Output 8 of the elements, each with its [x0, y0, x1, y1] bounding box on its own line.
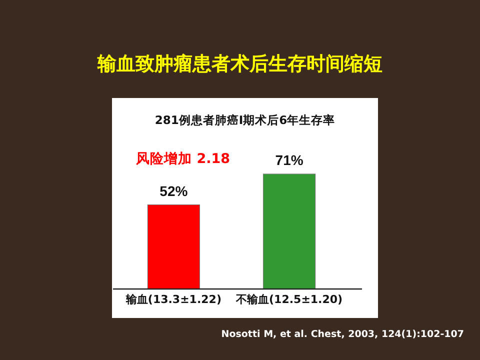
text: Nosotti M, et al. Chest, 2003, 124(1):102-107 [221, 329, 464, 340]
chart-title: 输血致肿瘤患者术后生存时间缩短 [96, 53, 382, 75]
data-label: 52% [160, 182, 188, 199]
text: 风险增加 2.18 [135, 151, 230, 167]
x-tick-label: 输血(13.3±1.22) [124, 292, 222, 306]
data-label: 71% [275, 152, 304, 168]
chart-subtitle: 281例患者肺癌Ⅰ期术后6年生存率 [154, 113, 336, 127]
x-tick-label: 不输血(12.5±1.20) [235, 292, 343, 306]
